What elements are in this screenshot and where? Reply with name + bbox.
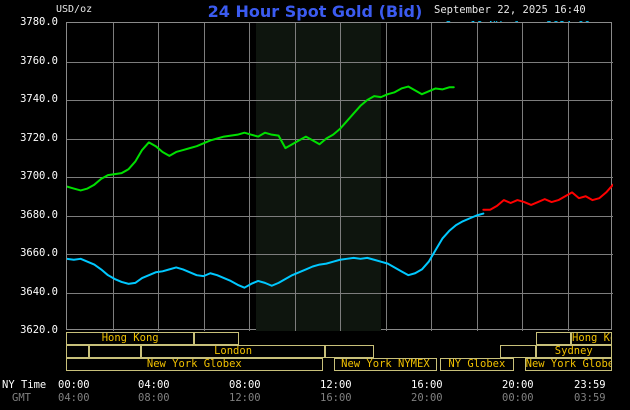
x-axis-ny-tick-label: 08:00	[229, 379, 261, 391]
gridline-vertical	[477, 23, 478, 331]
x-axis-gmt-tick-label: 20:00	[411, 392, 443, 404]
gridline-vertical	[204, 23, 205, 331]
gridline-vertical	[249, 23, 250, 331]
gridline-vertical	[295, 23, 296, 331]
x-axis-ny-tick-label: 20:00	[502, 379, 534, 391]
y-axis-tick-label: 3660.0	[20, 247, 58, 259]
y-axis-tick-label: 3680.0	[20, 208, 58, 221]
gridline-vertical	[158, 23, 159, 331]
session-bar-new-york-nymex: New York NYMEX	[333, 358, 438, 371]
session-bar-sydney: Sydney	[535, 345, 612, 358]
x-axis-gmt-tick-label: 12:00	[229, 392, 261, 404]
session-bar-hong-kong: Hong Kong	[66, 332, 195, 345]
session-bar-segment	[194, 332, 240, 345]
x-axis-ny-tick-label: 00:00	[58, 379, 90, 391]
y-axis-tick-label: 3740.0	[20, 93, 58, 105]
x-axis-ny-tick-label: 16:00	[411, 379, 443, 391]
gridline-vertical	[522, 23, 523, 331]
x-axis-ny-tick-label: 12:00	[320, 379, 352, 391]
y-axis-tick-label: 3700.0	[20, 170, 58, 182]
y-axis-tick-label: 3640.0	[20, 285, 58, 298]
x-axis-ny-time-label: NY Time	[2, 379, 47, 391]
y-axis-tick-label: 3780.0	[20, 16, 58, 28]
x-axis-ny-tick-label: 23:59	[574, 379, 606, 391]
session-bar-segment	[66, 345, 89, 358]
x-axis-gmt-tick-label: 00:00	[502, 392, 534, 404]
gridline-vertical	[340, 23, 341, 331]
y-axis-tick-label: 3620.0	[20, 324, 58, 336]
series-canvas	[67, 85, 613, 289]
session-bar-segment	[535, 332, 572, 345]
session-bar-new-york-globex: New York Globex	[524, 358, 612, 371]
x-axis-gmt-tick-label: 16:00	[320, 392, 352, 404]
x-axis-gmt-tick-label: 08:00	[138, 392, 170, 404]
session-bar-segment	[324, 345, 374, 358]
timestamp: September 22, 2025 16:40	[434, 4, 586, 16]
session-bar-new-york-globex: New York Globex	[66, 358, 323, 371]
x-axis-ny-tick-label: 04:00	[138, 379, 170, 391]
gridline-vertical	[431, 23, 432, 331]
page-title: 24 Hour Spot Gold (Bid)	[207, 2, 423, 21]
series-line	[67, 212, 485, 289]
session-bar-segment	[88, 345, 142, 358]
x-axis-gmt-label: GMT	[12, 392, 31, 404]
y-axis-unit-label: USD/oz	[56, 4, 93, 15]
plot-inner	[67, 23, 613, 331]
gridline-vertical	[568, 23, 569, 331]
session-bar-london: London	[141, 345, 325, 358]
series-line	[482, 183, 613, 211]
plot-area	[66, 22, 613, 331]
y-axis-tick-label: 3720.0	[20, 131, 58, 144]
gridline-vertical	[113, 23, 114, 331]
session-bar-ny-globex: NY Globex	[440, 358, 514, 371]
gridline-vertical	[386, 23, 387, 331]
x-axis-gmt-tick-label: 04:00	[58, 392, 90, 404]
x-axis-gmt-tick-label: 03:59	[574, 392, 606, 404]
y-axis-tick-label: 3760.0	[20, 54, 58, 67]
series-line	[67, 85, 455, 192]
session-bar-segment	[500, 345, 536, 358]
session-bar-hong-kong: Hong Kong	[571, 332, 612, 345]
